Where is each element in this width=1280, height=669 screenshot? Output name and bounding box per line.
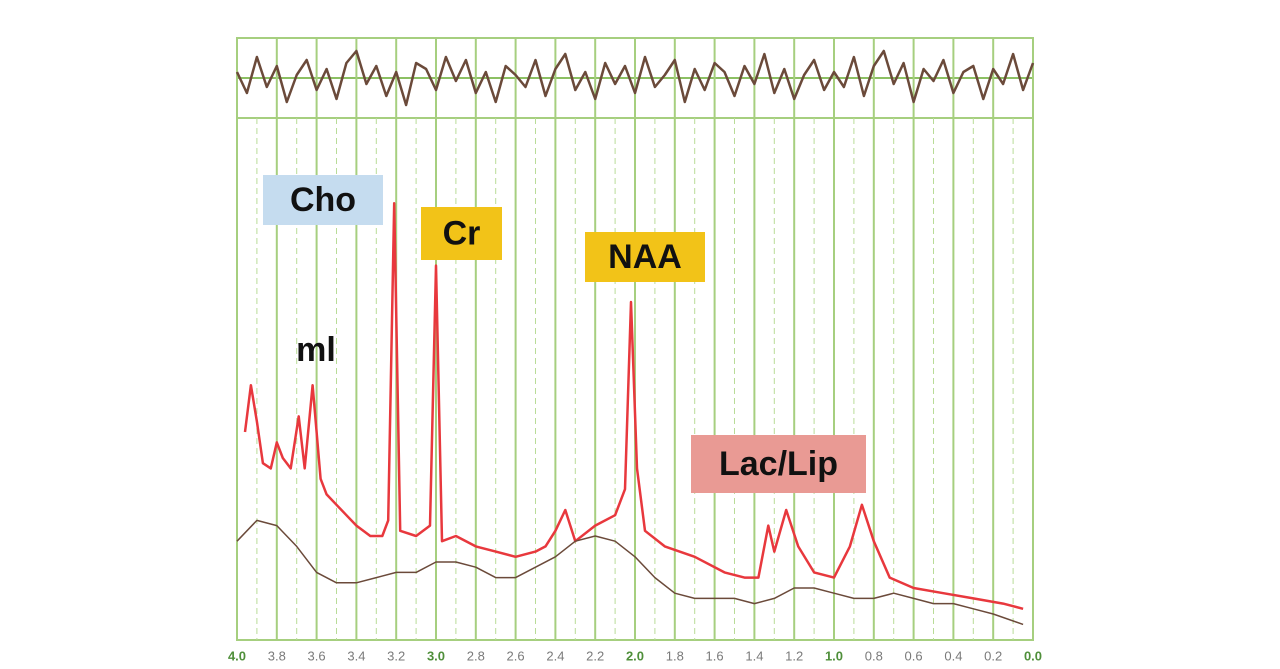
label-box: [263, 175, 383, 225]
peak-label: Cho: [290, 181, 356, 219]
x-tick-label: 0.6: [905, 648, 923, 663]
x-tick-label: 0.4: [944, 648, 962, 663]
peak-label: NAA: [608, 238, 682, 276]
label-box: [691, 435, 866, 493]
x-tick-label: 4.0: [228, 648, 246, 663]
label-box: [585, 232, 705, 282]
spectrum-line: [236, 519, 1024, 626]
x-tick-label: 3.0: [427, 648, 445, 663]
x-tick-label: 0.2: [984, 648, 1002, 663]
x-tick-label: 1.6: [706, 648, 724, 663]
x-tick-label: 2.8: [467, 648, 485, 663]
x-tick-label: 3.6: [308, 648, 326, 663]
peak-label: ml: [296, 331, 336, 369]
x-tick-label: 1.2: [785, 648, 803, 663]
x-tick-label: 1.4: [745, 648, 763, 663]
x-tick-label: 0.0: [1024, 648, 1042, 663]
x-tick-label: 0.8: [865, 648, 883, 663]
x-tick-label: 3.8: [268, 648, 286, 663]
peak-label: Lac/Lip: [719, 445, 838, 483]
residual-line: [235, 49, 1035, 107]
x-tick-label: 2.4: [546, 648, 564, 663]
x-tick-label: 2.6: [507, 648, 525, 663]
label-box: [421, 207, 502, 260]
x-tick-label: 3.2: [387, 648, 405, 663]
x-tick-label: 3.4: [347, 648, 365, 663]
x-tick-label: 2.2: [586, 648, 604, 663]
peak-label: Cr: [443, 214, 481, 252]
spectrum-line: [243, 201, 1024, 611]
x-tick-label: 1.0: [825, 648, 843, 663]
x-tick-label: 2.0: [626, 648, 644, 663]
x-tick-label: 1.8: [666, 648, 684, 663]
